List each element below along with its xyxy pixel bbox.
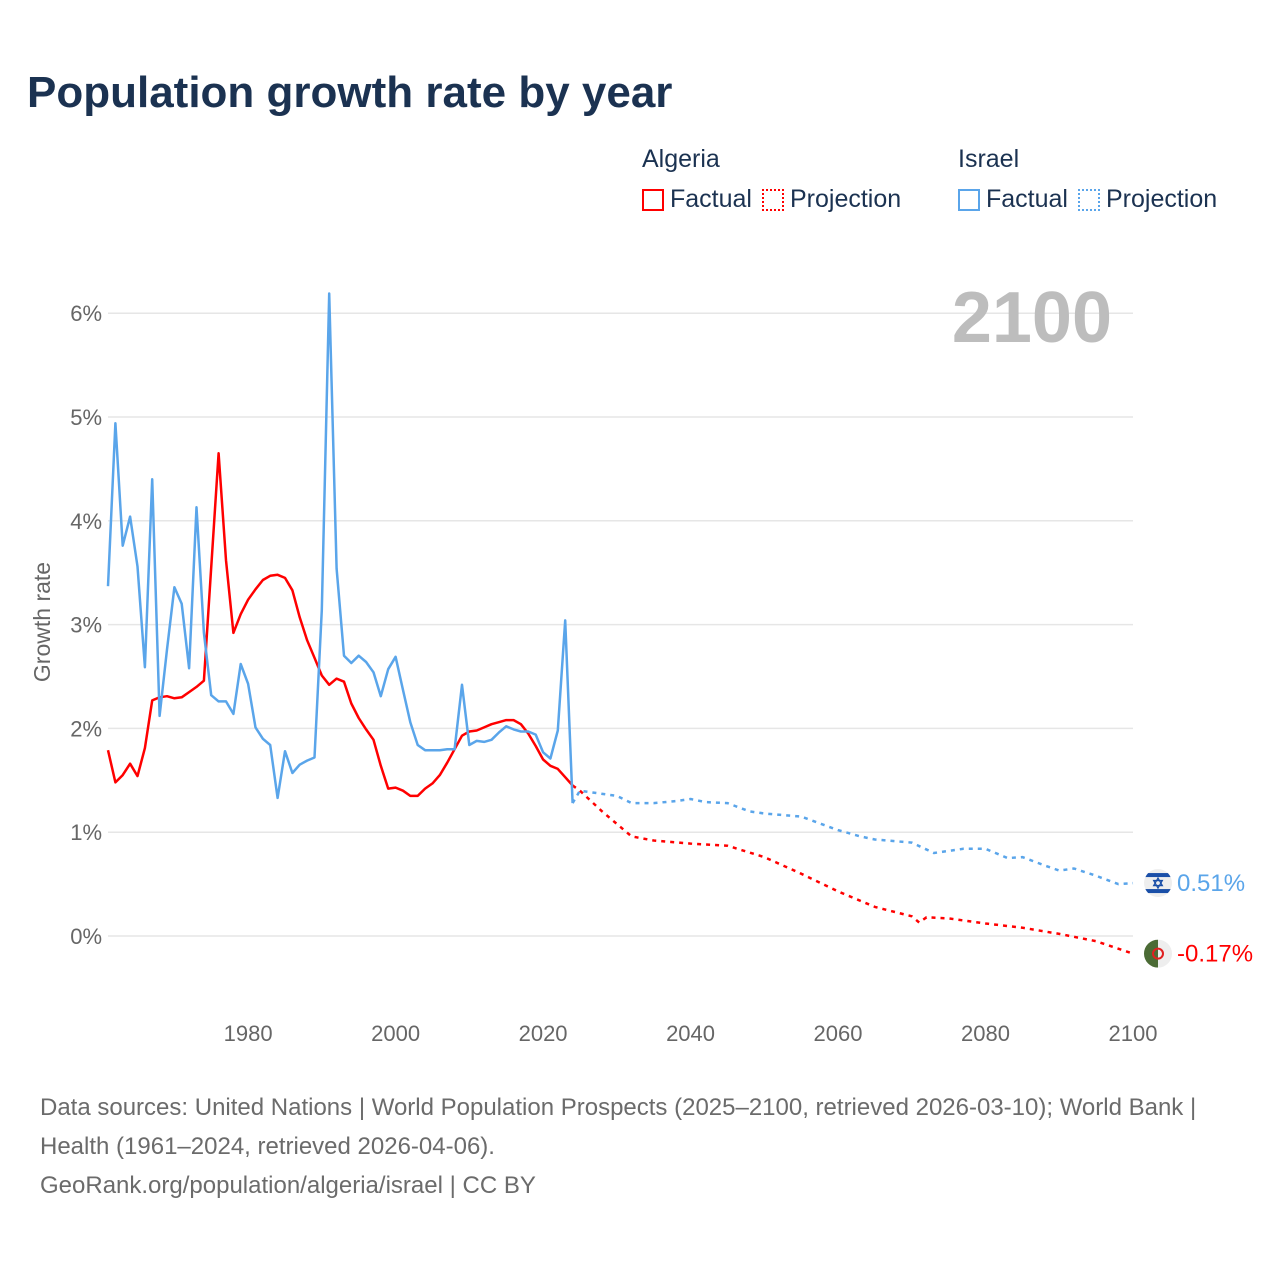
legend-label: Factual: [986, 185, 1068, 213]
y-tick-label: 5%: [70, 405, 102, 430]
y-tick-label: 1%: [70, 820, 102, 845]
legend-swatch-solid: [958, 188, 980, 211]
x-tick-label: 2040: [666, 1021, 715, 1046]
legend-label: Projection: [1105, 185, 1218, 213]
legend-group-name: Algeria: [642, 145, 720, 173]
algeria-flag-icon: [1144, 939, 1172, 968]
legend-group-israel: Israel Factual Projection: [958, 145, 1217, 214]
x-tick-label: 2060: [814, 1021, 863, 1046]
israel-end-value-label: 0.51%: [1177, 870, 1245, 897]
legend-swatch-solid: [642, 188, 664, 211]
x-tick-label: 1980: [224, 1021, 273, 1046]
legend-israel-projection[interactable]: Projection: [1077, 185, 1218, 214]
y-tick-label: 0%: [70, 924, 102, 949]
legend-group-name: Israel: [958, 145, 1020, 173]
year-watermark: 2100: [952, 278, 1112, 358]
legend-israel-factual[interactable]: Factual: [958, 185, 1068, 214]
legend-group-algeria: Algeria Factual Projection: [642, 145, 901, 214]
legend-swatch-dotted: [761, 188, 784, 211]
legend-label: Projection: [789, 185, 902, 213]
legend-algeria-projection[interactable]: Projection: [761, 185, 902, 214]
x-tick-label: 2020: [519, 1021, 568, 1046]
legend-algeria-factual[interactable]: Factual: [642, 185, 752, 214]
israel-factual-line[interactable]: [106, 292, 574, 804]
x-tick-label: 2080: [961, 1021, 1010, 1046]
line-chart: 0% 1% 2% 3% 4% 5% 6% 1980 2000 2020 2040 2060 2080 21…: [29, 278, 1253, 1046]
y-tick-label: 4%: [70, 509, 102, 534]
y-tick-label: 3%: [70, 613, 102, 638]
israel-projection-line[interactable]: [571, 789, 1134, 886]
algeria-factual-line[interactable]: [106, 452, 574, 798]
y-axis-label: Growth rate: [29, 562, 55, 682]
legend-label: Factual: [670, 185, 752, 213]
algeria-end-value-label: -0.17%: [1177, 941, 1253, 968]
y-tick-label: 6%: [70, 301, 102, 326]
x-tick-label: 2100: [1109, 1021, 1158, 1046]
chart-title: Population growth rate by year: [27, 68, 673, 117]
legend-swatch-dotted: [1077, 188, 1100, 211]
x-tick-label: 2000: [371, 1021, 420, 1046]
algeria-projection-line[interactable]: [571, 784, 1134, 955]
footer: Data sources: United Nations | World Pop…: [40, 1088, 1240, 1205]
y-tick-label: 2%: [70, 716, 102, 741]
israel-flag-icon: [1144, 869, 1172, 898]
data-sources: Data sources: United Nations | World Pop…: [40, 1094, 1197, 1160]
source-link[interactable]: GeoRank.org/population/algeria/israel | …: [40, 1172, 536, 1199]
